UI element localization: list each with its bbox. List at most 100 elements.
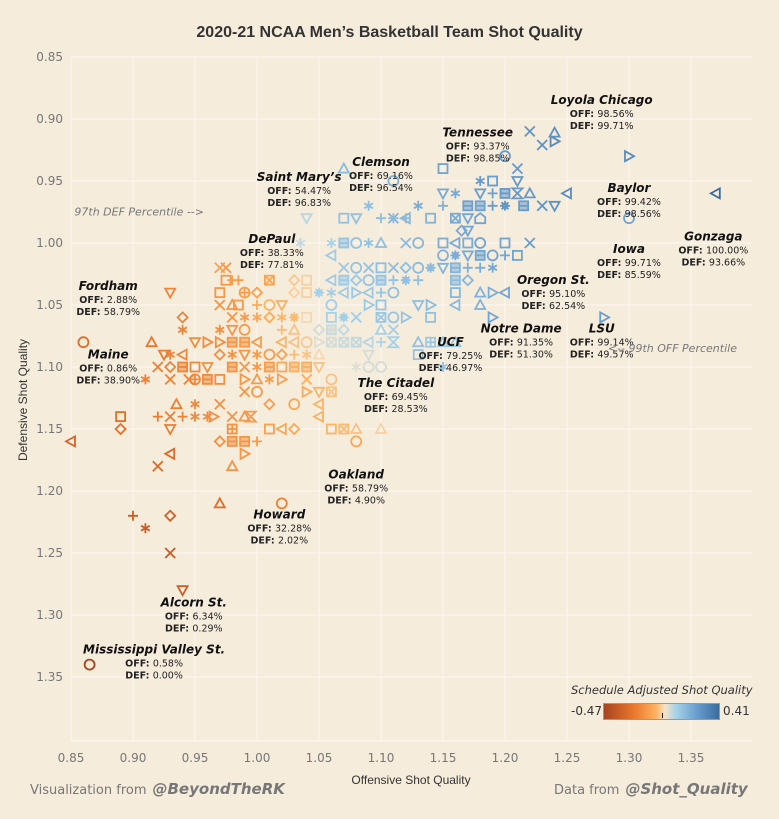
team-point[interactable] (263, 361, 275, 373)
team-point[interactable] (413, 275, 424, 286)
team-point[interactable] (312, 386, 326, 399)
team-point[interactable] (325, 423, 337, 435)
team-point[interactable] (213, 348, 227, 361)
team-point[interactable] (163, 447, 176, 461)
team-point[interactable] (238, 361, 251, 373)
team-point[interactable] (301, 349, 312, 360)
team-point[interactable] (288, 398, 301, 411)
team-point[interactable] (314, 287, 324, 298)
team-point[interactable] (462, 200, 474, 212)
team-point[interactable] (301, 287, 313, 299)
team-point[interactable] (412, 261, 425, 274)
team-point[interactable] (312, 362, 326, 374)
team-point[interactable] (251, 385, 263, 398)
team-point[interactable] (325, 324, 337, 336)
team-point[interactable] (386, 336, 401, 349)
team-point[interactable] (411, 335, 425, 348)
team-point[interactable] (425, 311, 437, 323)
team-point[interactable] (487, 175, 499, 187)
team-point[interactable] (326, 238, 337, 248)
team-point[interactable] (263, 299, 276, 311)
team-point[interactable] (436, 262, 450, 275)
beyondtherk-handle[interactable]: @BeyondTheRK (152, 780, 285, 798)
team-point[interactable] (225, 298, 239, 310)
team-point[interactable] (548, 200, 562, 213)
team-point[interactable] (362, 361, 375, 373)
team-point[interactable] (164, 410, 176, 423)
team-point[interactable] (436, 335, 450, 348)
team-point[interactable] (252, 436, 262, 447)
team-point[interactable] (500, 200, 510, 211)
team-point[interactable] (214, 398, 226, 410)
team-point[interactable] (486, 249, 499, 262)
team-point[interactable] (437, 237, 449, 249)
team-point[interactable] (350, 237, 363, 249)
labeled-team-point[interactable] (387, 175, 400, 187)
team-point[interactable] (287, 286, 301, 299)
team-point[interactable] (325, 311, 337, 323)
team-point[interactable] (425, 212, 437, 224)
team-point[interactable] (425, 298, 438, 312)
team-point[interactable] (177, 361, 189, 373)
labeled-team-point[interactable] (275, 497, 288, 510)
team-point[interactable] (376, 337, 386, 348)
team-point[interactable] (524, 237, 536, 249)
team-point[interactable] (325, 336, 337, 348)
team-point[interactable] (176, 311, 189, 324)
team-point[interactable] (374, 322, 388, 335)
team-point[interactable] (510, 176, 524, 188)
team-point[interactable] (499, 187, 511, 199)
team-point[interactable] (226, 423, 238, 435)
team-point[interactable] (512, 249, 523, 261)
labeled-team-point[interactable] (375, 361, 387, 373)
team-point[interactable] (449, 212, 461, 224)
team-point[interactable] (301, 274, 313, 286)
team-point[interactable] (226, 410, 238, 423)
team-point[interactable] (312, 323, 326, 337)
team-point[interactable] (324, 273, 337, 287)
team-point[interactable] (145, 335, 159, 348)
team-point[interactable] (64, 434, 76, 448)
team-point[interactable] (263, 311, 276, 324)
team-point[interactable] (338, 262, 350, 274)
labeled-team-point[interactable] (163, 287, 177, 300)
team-point[interactable] (337, 323, 351, 337)
team-point[interactable] (300, 336, 313, 349)
team-point[interactable] (238, 323, 251, 336)
team-point[interactable] (214, 299, 226, 311)
team-point[interactable] (363, 298, 376, 312)
team-point[interactable] (169, 397, 183, 410)
team-point[interactable] (252, 312, 262, 323)
team-point[interactable] (301, 311, 313, 323)
team-point[interactable] (289, 349, 300, 360)
team-point[interactable] (275, 348, 289, 361)
team-point[interactable] (140, 374, 151, 385)
team-point[interactable] (164, 547, 176, 559)
team-point[interactable] (264, 374, 275, 385)
team-point[interactable] (560, 186, 572, 200)
team-point[interactable] (473, 285, 487, 298)
team-point[interactable] (437, 163, 449, 175)
team-point[interactable] (387, 262, 400, 274)
shot-quality-handle[interactable]: @Shot_Quality (625, 780, 748, 798)
labeled-team-point[interactable] (624, 149, 636, 163)
team-point[interactable] (523, 186, 537, 199)
team-point[interactable] (238, 286, 251, 299)
team-point[interactable] (164, 373, 176, 386)
team-point[interactable] (473, 188, 487, 201)
labeled-team-point[interactable] (337, 161, 351, 174)
team-point[interactable] (376, 287, 386, 298)
team-point[interactable] (214, 373, 226, 385)
team-point[interactable] (239, 435, 251, 447)
team-point[interactable] (449, 274, 461, 286)
team-point[interactable] (238, 386, 251, 398)
team-point[interactable] (362, 349, 376, 362)
team-point[interactable] (461, 250, 475, 263)
team-point[interactable] (325, 299, 338, 311)
team-point[interactable] (448, 335, 462, 348)
team-point[interactable] (213, 496, 227, 509)
team-point[interactable] (227, 349, 237, 360)
labeled-team-point[interactable] (295, 238, 306, 248)
team-point[interactable] (549, 134, 562, 148)
team-point[interactable] (312, 347, 326, 360)
